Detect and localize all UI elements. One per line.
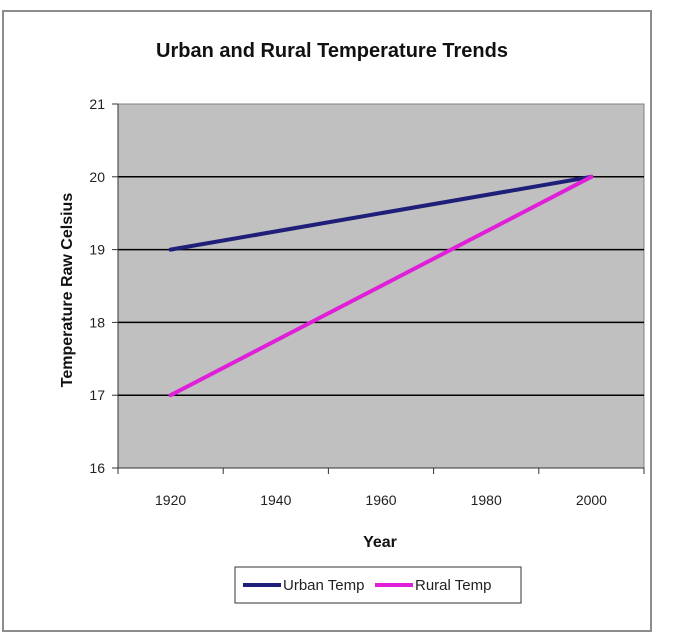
x-tick-label: 2000: [576, 492, 607, 508]
legend-label: Rural Temp: [415, 577, 491, 594]
y-axis-title: Temperature Raw Celsius: [59, 193, 76, 388]
series-line-rural-temp: [168, 174, 594, 398]
y-tick-label: 20: [89, 169, 105, 185]
chart-title: Urban and Rural Temperature Trends: [156, 40, 508, 62]
x-axis-title: Year: [363, 534, 397, 551]
y-tick-label: 19: [89, 242, 105, 258]
x-tick-label: 1920: [155, 492, 186, 508]
x-tick-label: 1980: [471, 492, 502, 508]
y-tick-label: 21: [89, 96, 105, 112]
x-tick-label: 1940: [260, 492, 291, 508]
x-tick-label: 1960: [365, 492, 396, 508]
y-tick-label: 16: [89, 460, 105, 476]
legend: Urban Temp Rural Temp: [234, 566, 522, 604]
legend-label: Urban Temp: [283, 577, 364, 594]
y-tick-label: 17: [89, 387, 105, 403]
y-tick-label: 18: [89, 314, 105, 330]
series-line-urban-temp: [168, 174, 594, 252]
